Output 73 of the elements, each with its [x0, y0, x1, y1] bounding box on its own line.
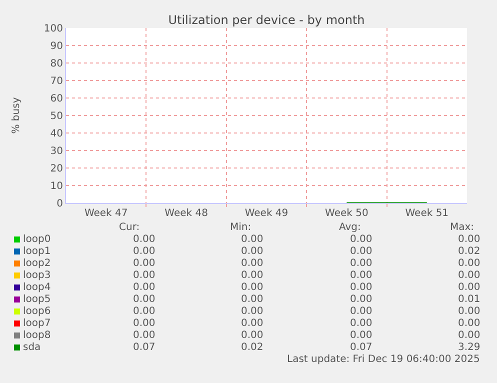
y-tick-label: 30: [50, 146, 63, 157]
text: 0.07: [350, 342, 372, 353]
text: 0.00: [241, 234, 264, 245]
text: 0.00: [350, 282, 372, 293]
legend-label: loop1: [23, 246, 51, 257]
text: 0.00: [241, 270, 264, 281]
text: Min:: [230, 222, 252, 233]
text: 0.00: [458, 270, 480, 281]
text: 0.00: [133, 258, 156, 269]
text: 0.00: [133, 270, 156, 281]
text: 0.00: [350, 330, 372, 341]
text: Max:: [450, 222, 474, 233]
text: 0.07: [133, 342, 156, 353]
y-tick-label: 40: [50, 128, 63, 140]
text: 0.00: [133, 330, 156, 341]
text: 0.00: [458, 306, 480, 317]
text: 0.00: [350, 270, 372, 281]
text: 0.00: [133, 318, 156, 329]
text: 0.00: [133, 282, 156, 293]
text: 0.00: [241, 294, 264, 305]
text: 0.00: [458, 282, 480, 293]
legend-label: loop3: [23, 270, 51, 281]
legend-label: loop4: [23, 282, 51, 293]
text: 0.00: [350, 318, 372, 329]
x-tick-label: Week 50: [325, 208, 368, 219]
text: 0.00: [458, 330, 480, 341]
text: 0.00: [350, 294, 372, 305]
text: 0.00: [458, 234, 480, 245]
text: 0.00: [241, 282, 264, 293]
legend-label: loop6: [23, 306, 51, 317]
text: 0.00: [350, 246, 372, 257]
text: 0.00: [350, 306, 372, 317]
text: 0.00: [458, 258, 480, 269]
y-axis-title: % busy: [10, 97, 22, 134]
text: 0.00: [241, 318, 264, 329]
x-tick-label: Week 51: [405, 208, 449, 219]
text: Last update: Fri Dec 19 06:40:00 2025: [287, 354, 480, 365]
text: 0.00: [133, 294, 156, 305]
text: 0.01: [458, 294, 480, 305]
text: 0.00: [458, 318, 480, 329]
legend-label: loop5: [23, 294, 51, 305]
text: 0.00: [133, 246, 156, 257]
x-tick-label: Week 47: [84, 208, 128, 219]
text: 0.00: [241, 258, 264, 269]
y-tick-label: 80: [50, 58, 63, 70]
y-tick-label: 60: [50, 94, 63, 104]
y-tick-label: 0: [56, 198, 63, 210]
text: 0.00: [241, 306, 264, 317]
legend-label: sda: [23, 342, 41, 353]
legend-label: loop2: [23, 258, 51, 269]
y-tick-label: 100: [44, 24, 63, 34]
legend-label: loop7: [23, 318, 51, 329]
x-tick-label: Week 48: [164, 208, 208, 219]
text: 0.00: [133, 234, 156, 245]
text: 0.00: [241, 246, 264, 257]
y-tick-label: 90: [50, 41, 63, 52]
y-tick-label: 50: [50, 111, 63, 122]
legend-label: loop0: [23, 234, 51, 245]
text: Cur:: [119, 222, 140, 233]
text: 3.29: [458, 342, 480, 353]
text: 0.00: [350, 234, 372, 245]
x-tick-label: Week 49: [244, 208, 288, 219]
y-tick-label: 10: [50, 181, 63, 192]
chart-title: Utilization per device - by month: [168, 13, 365, 28]
text: Avg:: [339, 222, 361, 233]
text: 0.00: [133, 306, 156, 317]
text: 0.00: [241, 330, 264, 341]
text: 0.02: [458, 246, 480, 257]
y-tick-label: 20: [50, 164, 63, 174]
text: 0.00: [350, 258, 372, 269]
y-tick-label: 70: [50, 76, 63, 87]
legend-label: loop8: [23, 330, 51, 341]
text: 0.02: [241, 342, 264, 353]
